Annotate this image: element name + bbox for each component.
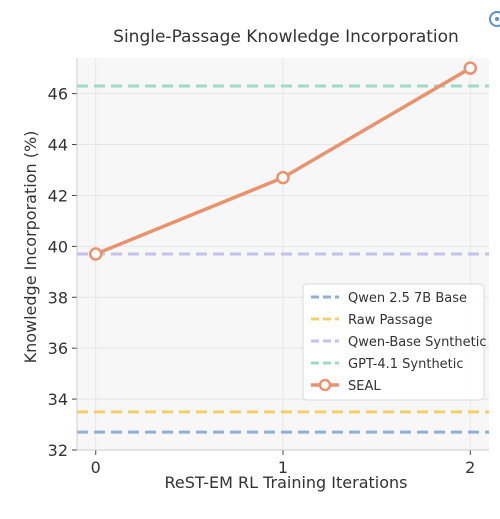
legend-marker <box>318 378 332 392</box>
legend: Qwen 2.5 7B Base Raw Passage Qwen-Base Syn… <box>302 283 487 401</box>
legend-label: Raw Passage <box>348 313 432 328</box>
legend-label: GPT-4.1 Synthetic <box>348 357 464 372</box>
axes: 32 34 36 38 40 42 44 46 0 1 2 <box>48 58 489 477</box>
y-tick-label: 42 <box>48 186 68 205</box>
data-point <box>276 170 290 185</box>
y-tick-label: 44 <box>48 136 68 155</box>
x-tick-label: 1 <box>278 458 288 477</box>
data-point <box>88 247 103 261</box>
legend-box <box>302 283 485 401</box>
legend-label: Qwen-Base Synthetic <box>348 335 487 350</box>
series-group <box>88 61 478 261</box>
x-tick-label: 2 <box>465 458 475 477</box>
legend-label: Qwen 2.5 7B Base <box>348 291 467 306</box>
y-tick-label: 40 <box>48 237 68 256</box>
y-tick-label: 46 <box>48 85 68 104</box>
baseline-lines <box>77 84 489 434</box>
y-axis-label: Knowledge Incorporation (%) <box>21 131 40 364</box>
legend-label: SEAL <box>348 379 381 394</box>
x-axis-label: ReST-EM RL Training Iterations <box>164 473 407 492</box>
y-tick-label: 36 <box>48 339 68 358</box>
chart-title: Single-Passage Knowledge Incorporation <box>113 27 459 47</box>
data-point <box>463 61 478 75</box>
y-tick-label: 38 <box>48 288 68 307</box>
y-tick-label: 32 <box>48 441 68 460</box>
expand-icon[interactable] <box>486 8 500 30</box>
y-tick-label: 34 <box>48 390 68 409</box>
x-tick-label: 0 <box>91 458 101 477</box>
